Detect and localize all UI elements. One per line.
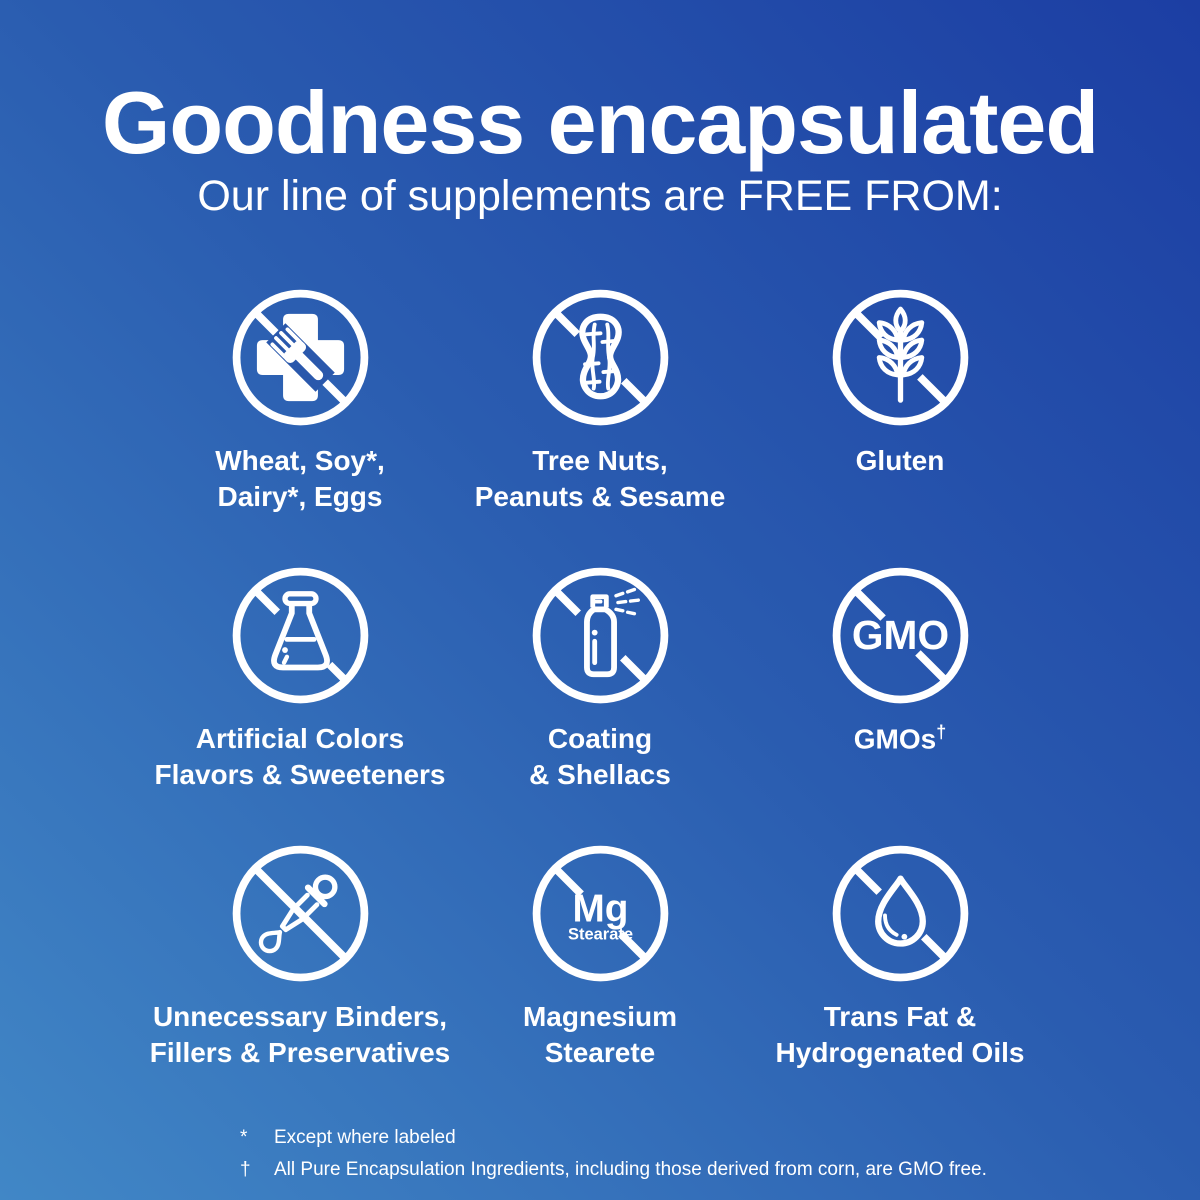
footnote-symbol: * <box>240 1127 248 1148</box>
no-medical-cross-fork-icon <box>232 289 368 426</box>
grid-cell-gluten: Gluten <box>750 280 1050 558</box>
gmo-circle-text: GMO <box>851 612 948 658</box>
item-label: Wheat, Soy*, Dairy*, Eggs <box>215 445 385 512</box>
no-wheat-stalk-icon <box>832 289 968 426</box>
mg-circle-text: Mg <box>572 887 628 930</box>
free-from-grid: Wheat, Soy*, Dairy*, Eggs Tree Nuts, Pea… <box>150 280 1050 1114</box>
footnote-symbol: † <box>240 1159 251 1181</box>
item-label: Gluten <box>855 445 945 476</box>
footnote-line: † All Pure Encapsulation Ingredients, in… <box>240 1154 987 1186</box>
no-mg-stearate-icon: Mg Stearate <box>532 845 668 982</box>
item-label: Unnecessary Binders, Fillers & Preservat… <box>149 1001 451 1068</box>
grid-cell-binders-fillers-preservatives: Unnecessary Binders, Fillers & Preservat… <box>150 836 450 1114</box>
page-subtitle: Our line of supplements are FREE FROM: <box>197 172 1003 220</box>
page-title: Goodness encapsulated <box>101 73 1099 172</box>
no-dropper-icon <box>232 845 368 982</box>
grid-cell-gmos: GMO GMOs† <box>750 558 1050 836</box>
footnote-text: Except where labeled <box>274 1127 456 1148</box>
footnotes: * Except where labeled † All Pure Encaps… <box>0 1122 1200 1187</box>
grid-cell-trans-fat-oils: Trans Fat & Hydrogenated Oils <box>750 836 1050 1114</box>
grid-cell-artificial-colors: Artificial Colors Flavors & Sweeteners <box>150 558 450 836</box>
footnote-text: All Pure Encapsulation Ingredients, incl… <box>274 1159 987 1181</box>
no-peanut-icon <box>532 289 668 426</box>
grid-cell-coating-shellacs: Coating & Shellacs <box>450 558 750 836</box>
grid-cell-magnesium-stearate: Mg Stearate Magnesium Stearete <box>450 836 750 1114</box>
item-label: Trans Fat & Hydrogenated Oils <box>775 1001 1025 1068</box>
stearate-circle-text: Stearate <box>568 926 633 944</box>
footnote-line: * Except where labeled <box>240 1122 960 1154</box>
grid-cell-tree-nuts-peanuts-sesame: Tree Nuts, Peanuts & Sesame <box>450 280 750 558</box>
no-spray-can-icon <box>532 567 668 704</box>
item-label: GMOs† <box>853 722 947 755</box>
item-label: Artificial Colors Flavors & Sweeteners <box>154 723 446 790</box>
grid-cell-wheat-soy-dairy-eggs: Wheat, Soy*, Dairy*, Eggs <box>150 280 450 558</box>
no-gmo-icon: GMO <box>832 567 968 704</box>
item-label: Magnesium Stearete <box>522 1001 678 1068</box>
item-label: Coating & Shellacs <box>529 723 671 790</box>
no-lab-flask-icon <box>232 567 368 704</box>
no-oil-droplet-icon <box>832 845 968 982</box>
item-label: Tree Nuts, Peanuts & Sesame <box>474 445 726 512</box>
